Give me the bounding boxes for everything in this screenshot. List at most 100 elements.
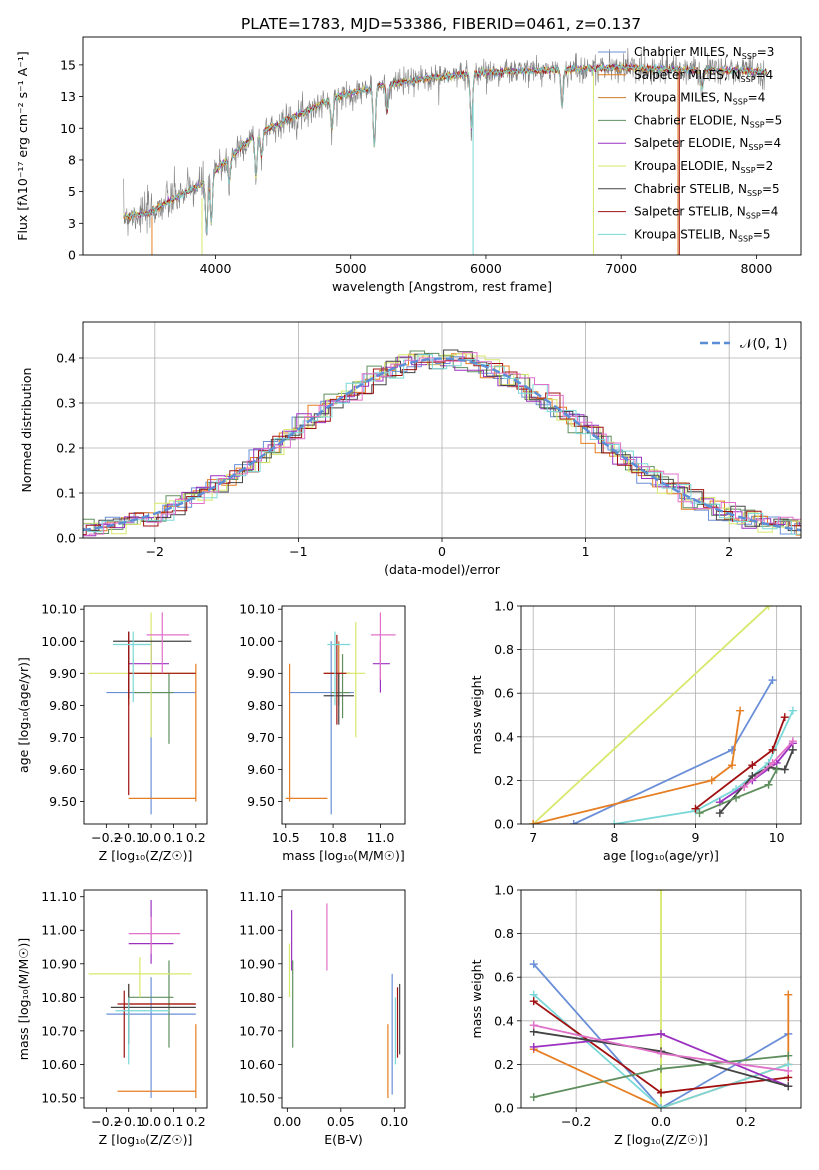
legend-value: =4 [761, 205, 779, 219]
age-vs-mass-xlabel: mass [log₁₀(M/M☉)] [282, 848, 404, 863]
massweight-vs-age-ytick-label: 0.0 [494, 817, 514, 832]
residuals-xtick-label: −1 [289, 544, 307, 559]
age-vs-z-xtick-label: −0.2 [91, 830, 121, 845]
legend-value: =5 [753, 227, 771, 241]
massweight-vs-z-xtick-label: −0.2 [561, 1114, 591, 1129]
mass-weight-line [699, 769, 778, 814]
massweight-vs-age-ylabel: mass weight [469, 675, 484, 754]
age-vs-z-ylabel: age [log₁₀(age/yr)] [16, 657, 31, 773]
age-vs-mass-ytick-label: 9.80 [247, 698, 275, 713]
age-vs-z-ytick-label: 10.10 [41, 602, 77, 617]
mass-weight-marker [784, 1051, 793, 1060]
age-vs-z-ytick-label: 9.60 [49, 762, 77, 777]
spectrum-xtick-label: 8000 [740, 261, 772, 276]
mass-weight-marker [732, 793, 741, 802]
legend-entry: Chabrier ELODIE, NSSP=5 [634, 113, 782, 129]
legend-entry: Kroupa ELODIE, NSSP=2 [634, 159, 773, 175]
spectrum-ytick-label: 3 [68, 216, 76, 231]
legend-subscript: SSP [738, 234, 753, 243]
mass-vs-z-ytick-label: 10.60 [41, 1057, 77, 1072]
residuals-xtick-label: 0 [438, 544, 446, 559]
legend-entry: Salpeter MILES, NSSP=4 [634, 68, 773, 84]
mass-weight-marker [784, 1082, 793, 1091]
massweight-vs-z-ytick-label: 0.2 [494, 1057, 514, 1072]
mass-weight-marker [715, 809, 724, 818]
mass-vs-ebv-ytick-label: 10.80 [239, 990, 275, 1005]
mass-vs-ebv-frame [281, 889, 406, 1109]
age-vs-z-xlabel: Z [log₁₀(Z/Z☉)] [99, 848, 193, 863]
spectrum-xtick-label: 6000 [470, 261, 502, 276]
age-vs-mass-ytick-label: 9.50 [247, 794, 275, 809]
mass-weight-marker [748, 761, 757, 770]
mass-weight-marker [529, 820, 538, 824]
mass-vs-z-ytick-label: 11.10 [41, 889, 77, 904]
legend-value: =4 [756, 68, 774, 82]
age-vs-z-ytick-label: 9.70 [49, 730, 77, 745]
mass-weight-marker [788, 737, 797, 746]
mass-weight-marker [748, 772, 757, 781]
residuals-ytick-label: 0.2 [56, 441, 76, 456]
massweight-vs-age-ytick-label: 0.2 [494, 773, 514, 788]
legend-subscript: SSP [747, 189, 762, 198]
residuals-ytick-label: 0.4 [56, 351, 76, 366]
mass-weight-line [694, 716, 786, 810]
residuals-xtick-label: 2 [725, 544, 733, 559]
histogram-step-line [83, 352, 801, 536]
mass-weight-marker [707, 776, 716, 785]
legend-value: =3 [757, 45, 775, 59]
mass-weight-marker [780, 713, 789, 722]
massweight-vs-z-ytick-label: 0.0 [494, 1101, 514, 1116]
massweight-vs-age-xtick-label: 7 [529, 830, 537, 845]
mass-vs-ebv-ytick-label: 10.50 [239, 1090, 275, 1105]
age-vs-mass-ytick-label: 9.60 [247, 762, 275, 777]
age-vs-mass-ytick-label: 9.90 [247, 666, 275, 681]
clip-massweight-vs-z-group [529, 890, 793, 1108]
histogram-step-line [83, 354, 801, 535]
mass-weight-marker [657, 1088, 665, 1097]
mass-weight-marker [529, 1093, 538, 1102]
legend-entry: Kroupa MILES, NSSP=4 [634, 91, 765, 107]
age-vs-mass-xtick-label: 11.0 [366, 830, 394, 845]
age-vs-z-xtick-label: 0.0 [141, 830, 161, 845]
massweight-vs-z-xtick-label: 0.2 [736, 1114, 756, 1129]
legend-subscript: SSP [741, 75, 756, 84]
gaussian-curve [83, 357, 801, 532]
mass-weight-marker [529, 997, 538, 1006]
age-vs-mass-xtick-label: 10.8 [319, 830, 347, 845]
legend-subscript: SSP [733, 98, 748, 107]
mass-weight-marker [695, 809, 704, 818]
histogram-step-line [83, 353, 801, 535]
massweight-vs-age-ytick-label: 0.8 [494, 642, 514, 657]
massweight-vs-z-ylabel: mass weight [469, 959, 484, 1038]
spectrum-xlabel: wavelength [Angstrom, rest frame] [332, 279, 552, 294]
massweight-vs-z-ytick-label: 0.8 [494, 926, 514, 941]
mass-vs-z-ytick-label: 10.70 [41, 1023, 77, 1038]
mass-vs-z-xtick-label: 0.2 [186, 1114, 206, 1129]
residuals-xtick-label: 1 [582, 544, 590, 559]
legend-entry: Salpeter ELODIE, NSSP=4 [634, 136, 781, 152]
legend-subscript: SSP [741, 166, 756, 175]
massweight-vs-age-xtick-label: 10 [769, 830, 785, 845]
age-vs-z-frame [83, 605, 208, 825]
age-vs-z-ytick-label: 10.00 [41, 634, 77, 649]
massweight-vs-age-ytick-label: 0.6 [494, 686, 514, 701]
mass-weight-marker [736, 706, 745, 715]
massweight-vs-age-ytick-label: 0.4 [494, 729, 514, 744]
spectrum-xtick-label: 5000 [335, 261, 367, 276]
legend-entry: Chabrier STELIB, NSSP=5 [634, 182, 780, 198]
mass-vs-z-xlabel: Z [log₁₀(Z/Z☉)] [99, 1132, 193, 1147]
legend-value: =2 [756, 159, 774, 173]
spectrum-ytick-label: 13 [60, 89, 76, 104]
massweight-vs-age-xlabel: age [log₁₀(age/yr)] [603, 848, 719, 863]
spectrum-ytick-label: 15 [60, 57, 76, 72]
massweight-vs-z-xlabel: Z [log₁₀(Z/Z☉)] [614, 1132, 708, 1147]
mass-weight-line [533, 963, 789, 1108]
mass-vs-z-xtick-label: 0.1 [164, 1114, 184, 1129]
age-vs-mass-ytick-label: 10.10 [239, 602, 275, 617]
mass-vs-ebv-ytick-label: 11.10 [239, 889, 275, 904]
mass-vs-z-xtick-label: −0.2 [91, 1114, 121, 1129]
spectrum-ytick-label: 5 [68, 184, 76, 199]
legend-entry: Kroupa STELIB, NSSP=5 [634, 227, 771, 243]
spectrum-ytick-label: 8 [68, 152, 76, 167]
